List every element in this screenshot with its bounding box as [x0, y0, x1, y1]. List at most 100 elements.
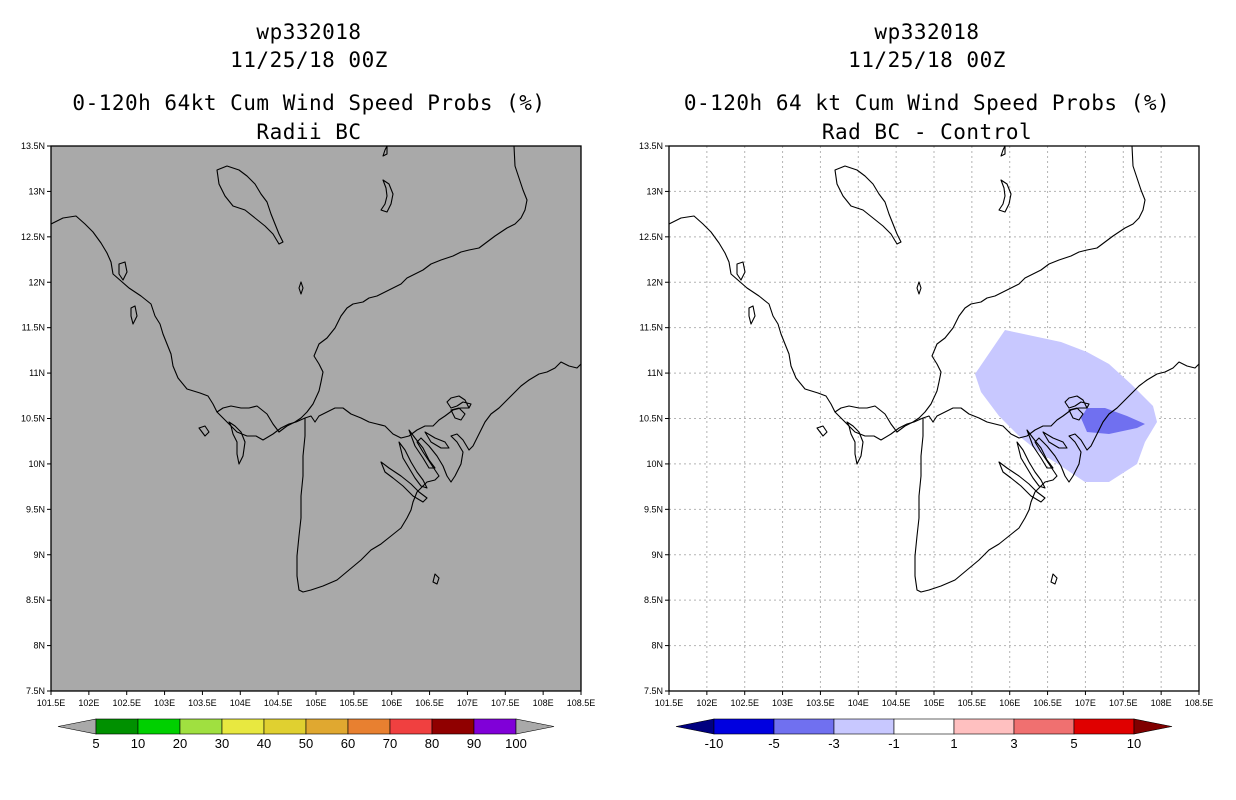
coastline — [668, 145, 1146, 433]
coastline — [296, 361, 582, 593]
lon-label: 107E — [1075, 698, 1096, 708]
lat-label: 12.5N — [21, 232, 45, 242]
island — [382, 145, 388, 157]
lon-label: 106E — [999, 698, 1020, 708]
colorbar-label: 50 — [299, 736, 313, 751]
island — [380, 461, 428, 503]
island — [408, 429, 436, 469]
island — [846, 421, 864, 465]
map-background — [51, 146, 581, 691]
lon-label: 108E — [533, 698, 554, 708]
lon-label: 102E — [78, 698, 99, 708]
colorbar-arrow-left — [675, 718, 715, 735]
colorbar-label: 5 — [1070, 736, 1077, 751]
colorbar-label: 20 — [173, 736, 187, 751]
lat-label: 8N — [33, 641, 45, 651]
island — [450, 407, 466, 421]
panel-subtitle: Radii BC — [256, 120, 362, 144]
island — [1050, 573, 1058, 585]
lat-label: 11.5N — [640, 323, 663, 333]
lat-label: 13.5N — [639, 141, 663, 151]
panel-subtitle: Rad BC - Control — [821, 120, 1033, 144]
colorbar-label: 70 — [383, 736, 397, 751]
colorbar-swatch — [893, 718, 955, 735]
lon-label: 104E — [230, 698, 251, 708]
map-left: 13.5N 13N 12.5N 12N 11.5N 11N 10.5N 10N 9.5N 9N 8.… — [21, 141, 595, 751]
datetime: 11/25/18 00Z — [848, 48, 1006, 72]
lon-label: 102.5E — [112, 698, 141, 708]
lat-label: 7.5N — [644, 686, 663, 696]
island — [816, 425, 828, 437]
lon-label: 108.5E — [1185, 698, 1214, 708]
colorbar-label: 30 — [215, 736, 229, 751]
colorbar-label: 90 — [467, 736, 481, 751]
lat-label: 9.5N — [644, 504, 663, 514]
lat-label: 13N — [28, 186, 45, 196]
lat-label: 7.5N — [26, 686, 45, 696]
island — [198, 425, 210, 437]
island — [130, 305, 138, 325]
lat-label: 9.5N — [26, 504, 45, 514]
colorbar-label: 100 — [505, 736, 527, 751]
colorbar-swatch — [431, 718, 475, 735]
island — [834, 165, 902, 245]
island — [736, 261, 746, 281]
coastline — [50, 145, 528, 433]
lon-label: 102.5E — [730, 698, 759, 708]
lon-label: 101.5E — [37, 698, 66, 708]
colorbar-label: 80 — [425, 736, 439, 751]
lon-label: 107.5E — [1109, 698, 1138, 708]
lat-label: 12.5N — [639, 232, 663, 242]
lat-label: 10.5N — [639, 414, 663, 424]
colorbar-swatch — [713, 718, 775, 735]
island — [398, 441, 428, 489]
colorbar-swatch — [773, 718, 835, 735]
map-frame-group — [668, 145, 1200, 692]
coastline — [216, 395, 472, 441]
lon-label: 106.5E — [415, 698, 444, 708]
lat-label: 10N — [28, 459, 45, 469]
lat-label: 13N — [646, 186, 663, 196]
colorbar-label: 5 — [92, 736, 99, 751]
lat-label: 11.5N — [22, 323, 45, 333]
island — [424, 431, 450, 449]
colorbar-arrow-right — [515, 718, 555, 735]
lon-label: 103.5E — [806, 698, 835, 708]
lat-label: 12N — [646, 277, 663, 287]
colorbar-swatch — [137, 718, 181, 735]
lat-label: 8.5N — [644, 595, 663, 605]
lat-label: 10.5N — [21, 414, 45, 424]
coastline — [834, 395, 1090, 441]
storm-id: wp332018 — [874, 20, 980, 44]
colorbar: -10 -5 -3 -1 1 3 5 10 — [675, 718, 1173, 751]
island — [1042, 431, 1068, 449]
colorbar-swatch — [347, 718, 391, 735]
island — [298, 281, 304, 295]
left-panel: wp332018 11/25/18 00Z 0-120h 64kt Cum Wi… — [21, 20, 595, 751]
colorbar-label: -1 — [888, 736, 900, 751]
colorbar-swatch — [953, 718, 1015, 735]
island — [998, 179, 1012, 213]
lon-label: 107E — [457, 698, 478, 708]
product-title: 0-120h 64 kt Cum Wind Speed Probs (%) — [683, 91, 1171, 115]
lon-label: 105.5E — [958, 698, 987, 708]
island — [998, 461, 1046, 503]
colorbar-swatch — [833, 718, 895, 735]
colorbar-swatch — [221, 718, 265, 735]
colorbar: 5 10 20 30 40 50 60 70 80 90 100 — [57, 718, 555, 751]
lon-label: 103E — [154, 698, 175, 708]
map-frame-group — [50, 145, 582, 692]
colorbar-arrow-right — [1133, 718, 1173, 735]
lon-label: 108E — [1151, 698, 1172, 708]
island — [1000, 145, 1006, 157]
map-right: 13.5N 13N 12.5N 12N 11.5N 11N 10.5N 10N 9.5N 9N 8.… — [639, 141, 1214, 751]
colorbar-label: 3 — [1010, 736, 1017, 751]
lon-label: 104.5E — [882, 698, 911, 708]
colorbar-label: 10 — [1127, 736, 1141, 751]
colorbar-label: -3 — [828, 736, 840, 751]
island — [748, 305, 756, 325]
lon-label: 102E — [696, 698, 717, 708]
lat-label: 12N — [28, 277, 45, 287]
lon-label: 106.5E — [1033, 698, 1062, 708]
product-title: 0-120h 64kt Cum Wind Speed Probs (%) — [72, 91, 546, 115]
